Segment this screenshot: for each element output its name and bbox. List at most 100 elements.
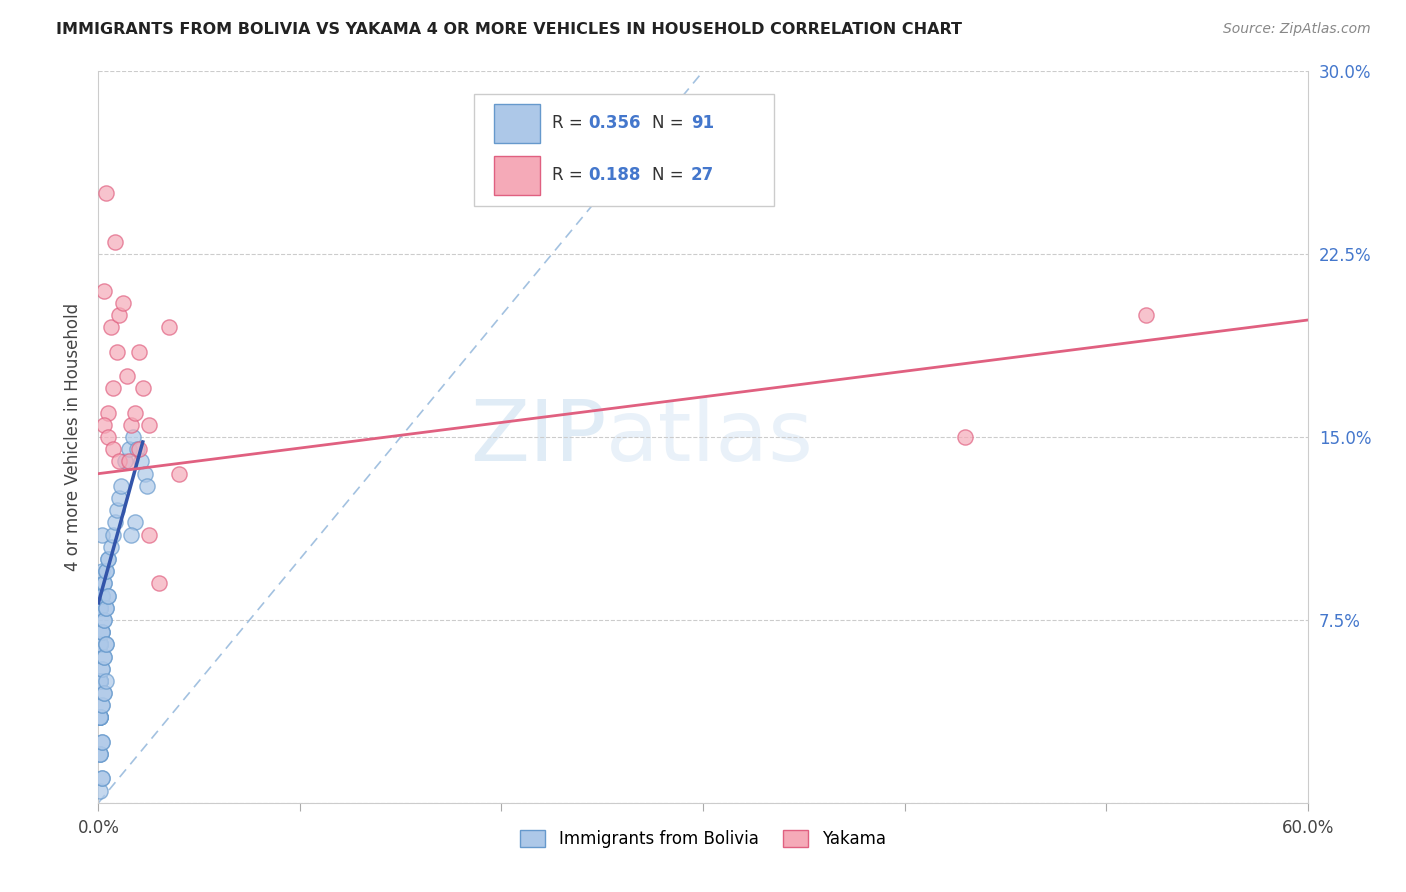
Text: 27: 27 — [690, 167, 714, 185]
Point — [121, 430, 143, 444]
Text: N =: N = — [652, 114, 689, 133]
Point — [93, 284, 115, 298]
Text: 0.188: 0.188 — [588, 167, 641, 185]
Point — [89, 673, 111, 688]
Point — [110, 479, 132, 493]
Point — [89, 747, 111, 761]
Point — [89, 637, 111, 651]
Bar — [494, 156, 540, 194]
Point — [93, 649, 115, 664]
Point — [91, 625, 114, 640]
Point — [96, 673, 118, 688]
Legend: Immigrants from Bolivia, Yakama: Immigrants from Bolivia, Yakama — [512, 822, 894, 856]
Point — [89, 673, 111, 688]
Point — [91, 589, 114, 603]
Point — [93, 686, 115, 700]
Point — [91, 625, 114, 640]
Point — [89, 673, 111, 688]
Point — [91, 527, 114, 541]
Point — [89, 600, 111, 615]
Point — [124, 406, 146, 420]
Point — [167, 467, 190, 481]
Point — [89, 600, 111, 615]
Point — [97, 589, 120, 603]
Point — [91, 772, 114, 786]
Point — [91, 625, 114, 640]
Point — [97, 589, 120, 603]
Point — [93, 613, 115, 627]
Point — [96, 186, 118, 201]
Point — [96, 600, 118, 615]
Point — [96, 637, 118, 651]
Point — [97, 552, 120, 566]
Point — [107, 308, 129, 322]
Text: ZIP: ZIP — [470, 395, 606, 479]
Point — [101, 527, 124, 541]
Point — [107, 491, 129, 505]
Text: Source: ZipAtlas.com: Source: ZipAtlas.com — [1223, 22, 1371, 37]
Point — [96, 600, 118, 615]
Point — [89, 673, 111, 688]
Point — [100, 320, 122, 334]
Point — [91, 662, 114, 676]
Point — [953, 430, 976, 444]
Text: atlas: atlas — [606, 395, 814, 479]
Point — [89, 747, 111, 761]
Point — [101, 381, 124, 395]
Point — [129, 454, 152, 468]
Point — [93, 576, 115, 591]
Point — [91, 698, 114, 713]
Point — [89, 600, 111, 615]
Point — [101, 442, 124, 457]
Point — [1135, 308, 1157, 322]
Point — [89, 637, 111, 651]
Point — [148, 576, 170, 591]
Point — [89, 673, 111, 688]
Text: R =: R = — [551, 114, 588, 133]
Point — [89, 673, 111, 688]
Point — [89, 600, 111, 615]
Point — [89, 637, 111, 651]
Point — [91, 589, 114, 603]
Point — [91, 735, 114, 749]
Y-axis label: 4 or more Vehicles in Household: 4 or more Vehicles in Household — [65, 303, 83, 571]
Point — [138, 527, 160, 541]
Point — [89, 600, 111, 615]
Text: 91: 91 — [690, 114, 714, 133]
Bar — [494, 104, 540, 143]
Point — [93, 576, 115, 591]
Text: 0.356: 0.356 — [588, 114, 641, 133]
Point — [157, 320, 180, 334]
Point — [89, 710, 111, 724]
Point — [120, 527, 142, 541]
Point — [100, 540, 122, 554]
Point — [134, 467, 156, 481]
Point — [120, 417, 142, 432]
Point — [128, 344, 150, 359]
FancyBboxPatch shape — [474, 94, 775, 206]
Point — [89, 673, 111, 688]
Point — [97, 430, 120, 444]
Point — [91, 772, 114, 786]
Text: IMMIGRANTS FROM BOLIVIA VS YAKAMA 4 OR MORE VEHICLES IN HOUSEHOLD CORRELATION CH: IMMIGRANTS FROM BOLIVIA VS YAKAMA 4 OR M… — [56, 22, 962, 37]
Point — [89, 600, 111, 615]
Point — [89, 600, 111, 615]
Point — [89, 747, 111, 761]
Point — [111, 296, 134, 310]
Point — [91, 564, 114, 578]
Point — [118, 454, 141, 468]
Point — [89, 600, 111, 615]
Point — [91, 735, 114, 749]
Point — [91, 589, 114, 603]
Point — [93, 686, 115, 700]
Point — [103, 235, 125, 249]
Point — [89, 637, 111, 651]
Point — [132, 381, 155, 395]
Point — [89, 637, 111, 651]
Point — [118, 442, 141, 457]
Point — [93, 417, 115, 432]
Point — [89, 710, 111, 724]
Point — [97, 406, 120, 420]
Point — [105, 503, 128, 517]
Point — [105, 344, 128, 359]
